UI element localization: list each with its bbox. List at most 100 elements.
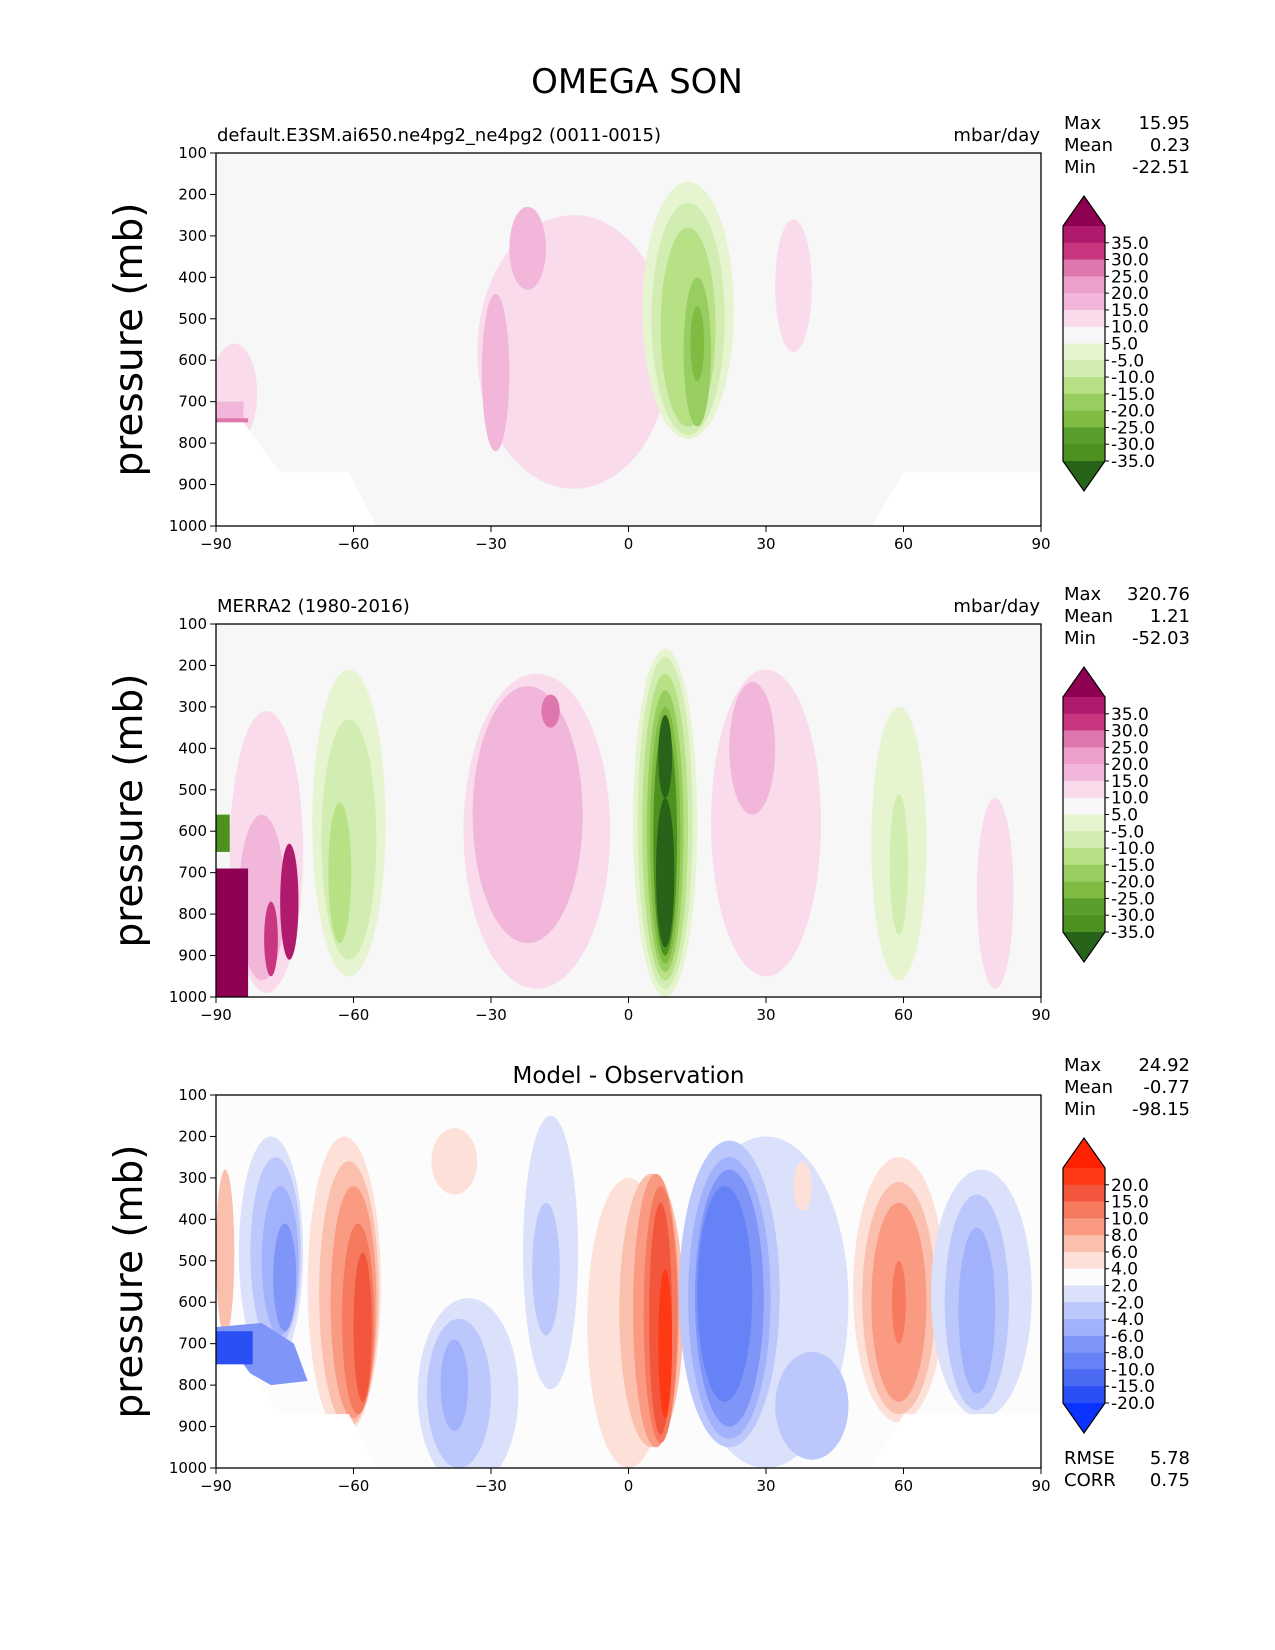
y-tick-label: 100	[178, 615, 207, 633]
figure-title: OMEGA SON	[531, 62, 743, 102]
colorbar-band	[1063, 1302, 1105, 1320]
colorbar-label: 2.0	[1111, 1277, 1138, 1297]
y-tick-label: 800	[178, 905, 207, 923]
x-tick-label: 30	[756, 1006, 775, 1024]
contour-region	[440, 1339, 469, 1431]
topography-mask	[871, 472, 1041, 526]
panel-difference: −90 −60 −30 0 30 60 90 100 200 300 400 500 600 700 800…	[107, 1055, 1190, 1495]
colorbar-band	[1063, 1168, 1105, 1186]
y-axis-label: pressure (mb)	[107, 202, 152, 476]
colorbar-band	[1063, 1235, 1105, 1253]
colorbar: 35.030.025.020.015.010.05.0-5.0-10.0-15.…	[1062, 194, 1155, 493]
contour-region	[280, 843, 299, 960]
y-axis-label: pressure (mb)	[107, 673, 152, 947]
colorbar-band	[1063, 259, 1105, 277]
x-tick-label: −30	[475, 535, 507, 553]
contour-region	[658, 1269, 673, 1419]
x-tick-label: 60	[894, 1006, 913, 1024]
panel-title: default.E3SM.ai650.ne4pg2_ne4pg2 (0011-0…	[217, 125, 661, 146]
y-tick-label: 700	[178, 864, 207, 882]
colorbar-label: 15.0	[1111, 1193, 1149, 1213]
colorbar-label: -35.0	[1111, 452, 1155, 472]
contour-region	[509, 206, 546, 290]
x-tick-label: −90	[200, 1006, 232, 1024]
x-tick-label: 60	[894, 535, 913, 553]
y-tick-label: 400	[178, 268, 207, 286]
contour-region	[216, 1169, 235, 1336]
colorbar-band	[1063, 242, 1105, 260]
y-tick-label: 600	[178, 1293, 207, 1311]
metric-label: RMSE	[1064, 1448, 1115, 1469]
stat-label: Min	[1064, 157, 1096, 178]
y-tick-label: 400	[178, 1210, 207, 1228]
colorbar-band	[1063, 1201, 1105, 1219]
colorbar-label: -20.0	[1111, 873, 1155, 893]
colorbar-band	[1063, 915, 1105, 933]
colorbar-label: -10.0	[1111, 368, 1155, 388]
colorbar-label: -4.0	[1111, 1310, 1144, 1330]
y-tick-label: 100	[178, 1086, 207, 1104]
colorbar-extend-max	[1063, 667, 1105, 697]
colorbar-label: -25.0	[1111, 418, 1155, 438]
colorbar-band	[1063, 864, 1105, 882]
colorbar-band	[1063, 1369, 1105, 1387]
colorbar-label: 15.0	[1111, 772, 1149, 792]
colorbar-label: -15.0	[1111, 1377, 1155, 1397]
colorbar-band	[1063, 427, 1105, 445]
colorbar-label: 15.0	[1111, 301, 1149, 321]
y-tick-label: 200	[178, 1127, 207, 1145]
colorbar-label: 8.0	[1111, 1226, 1138, 1246]
colorbar-label: -20.0	[1111, 402, 1155, 422]
y-tick-label: 500	[178, 1252, 207, 1270]
x-tick-label: 0	[624, 535, 634, 553]
y-tick-label: 600	[178, 822, 207, 840]
colorbar-band	[1063, 1218, 1105, 1236]
colorbar-band	[1063, 343, 1105, 361]
contour-region	[472, 686, 583, 944]
colorbar-label: -5.0	[1111, 351, 1144, 371]
colorbar-label: 30.0	[1111, 722, 1149, 742]
colorbar-label: -5.0	[1111, 822, 1144, 842]
x-tick-label: 90	[1031, 1477, 1050, 1495]
stat-value: -52.03	[1132, 628, 1190, 649]
colorbar-band	[1063, 276, 1105, 294]
contour-region	[216, 418, 249, 423]
contour-region	[264, 901, 278, 977]
colorbar-label: 5.0	[1111, 806, 1138, 826]
y-tick-label: 1000	[169, 517, 207, 535]
colorbar-band	[1063, 1352, 1105, 1370]
colorbar-band	[1063, 814, 1105, 832]
colorbar-label: -15.0	[1111, 385, 1155, 405]
stat-label: Max	[1064, 113, 1102, 134]
stat-value: 15.95	[1138, 113, 1190, 134]
colorbar-band	[1063, 393, 1105, 411]
colorbar-label: 25.0	[1111, 738, 1149, 758]
x-tick-label: −90	[200, 1477, 232, 1495]
y-tick-label: 700	[178, 1335, 207, 1353]
y-tick-label: 200	[178, 185, 207, 203]
contour-region	[216, 1331, 253, 1365]
x-tick-label: 60	[894, 1477, 913, 1495]
contour-region	[775, 219, 812, 352]
y-tick-label: 300	[178, 227, 207, 245]
colorbar-label: -6.0	[1111, 1327, 1144, 1347]
units-label: mbar/day	[953, 125, 1040, 146]
y-tick-label: 300	[178, 1169, 207, 1187]
contour-region	[216, 814, 230, 852]
colorbar-band	[1063, 1285, 1105, 1303]
colorbar-band	[1063, 797, 1105, 815]
colorbar-label: 20.0	[1111, 1176, 1149, 1196]
panel-title: Model - Observation	[512, 1063, 744, 1089]
contour-region	[793, 1161, 812, 1212]
colorbar-band	[1063, 293, 1105, 311]
colorbar-label: -30.0	[1111, 435, 1155, 455]
metric-value: 0.75	[1150, 1470, 1190, 1491]
x-tick-label: 90	[1031, 535, 1050, 553]
colorbar: 35.030.025.020.015.010.05.0-5.0-10.0-15.…	[1062, 665, 1155, 964]
contour-region	[658, 715, 673, 799]
colorbar-label: 10.0	[1111, 318, 1149, 338]
contour-regions	[216, 1115, 1041, 1468]
y-tick-label: 600	[178, 351, 207, 369]
x-tick-label: 30	[756, 1477, 775, 1495]
panels: −90 −60 −30 0 30 60 90100200300400500600700800…	[107, 113, 1190, 1495]
